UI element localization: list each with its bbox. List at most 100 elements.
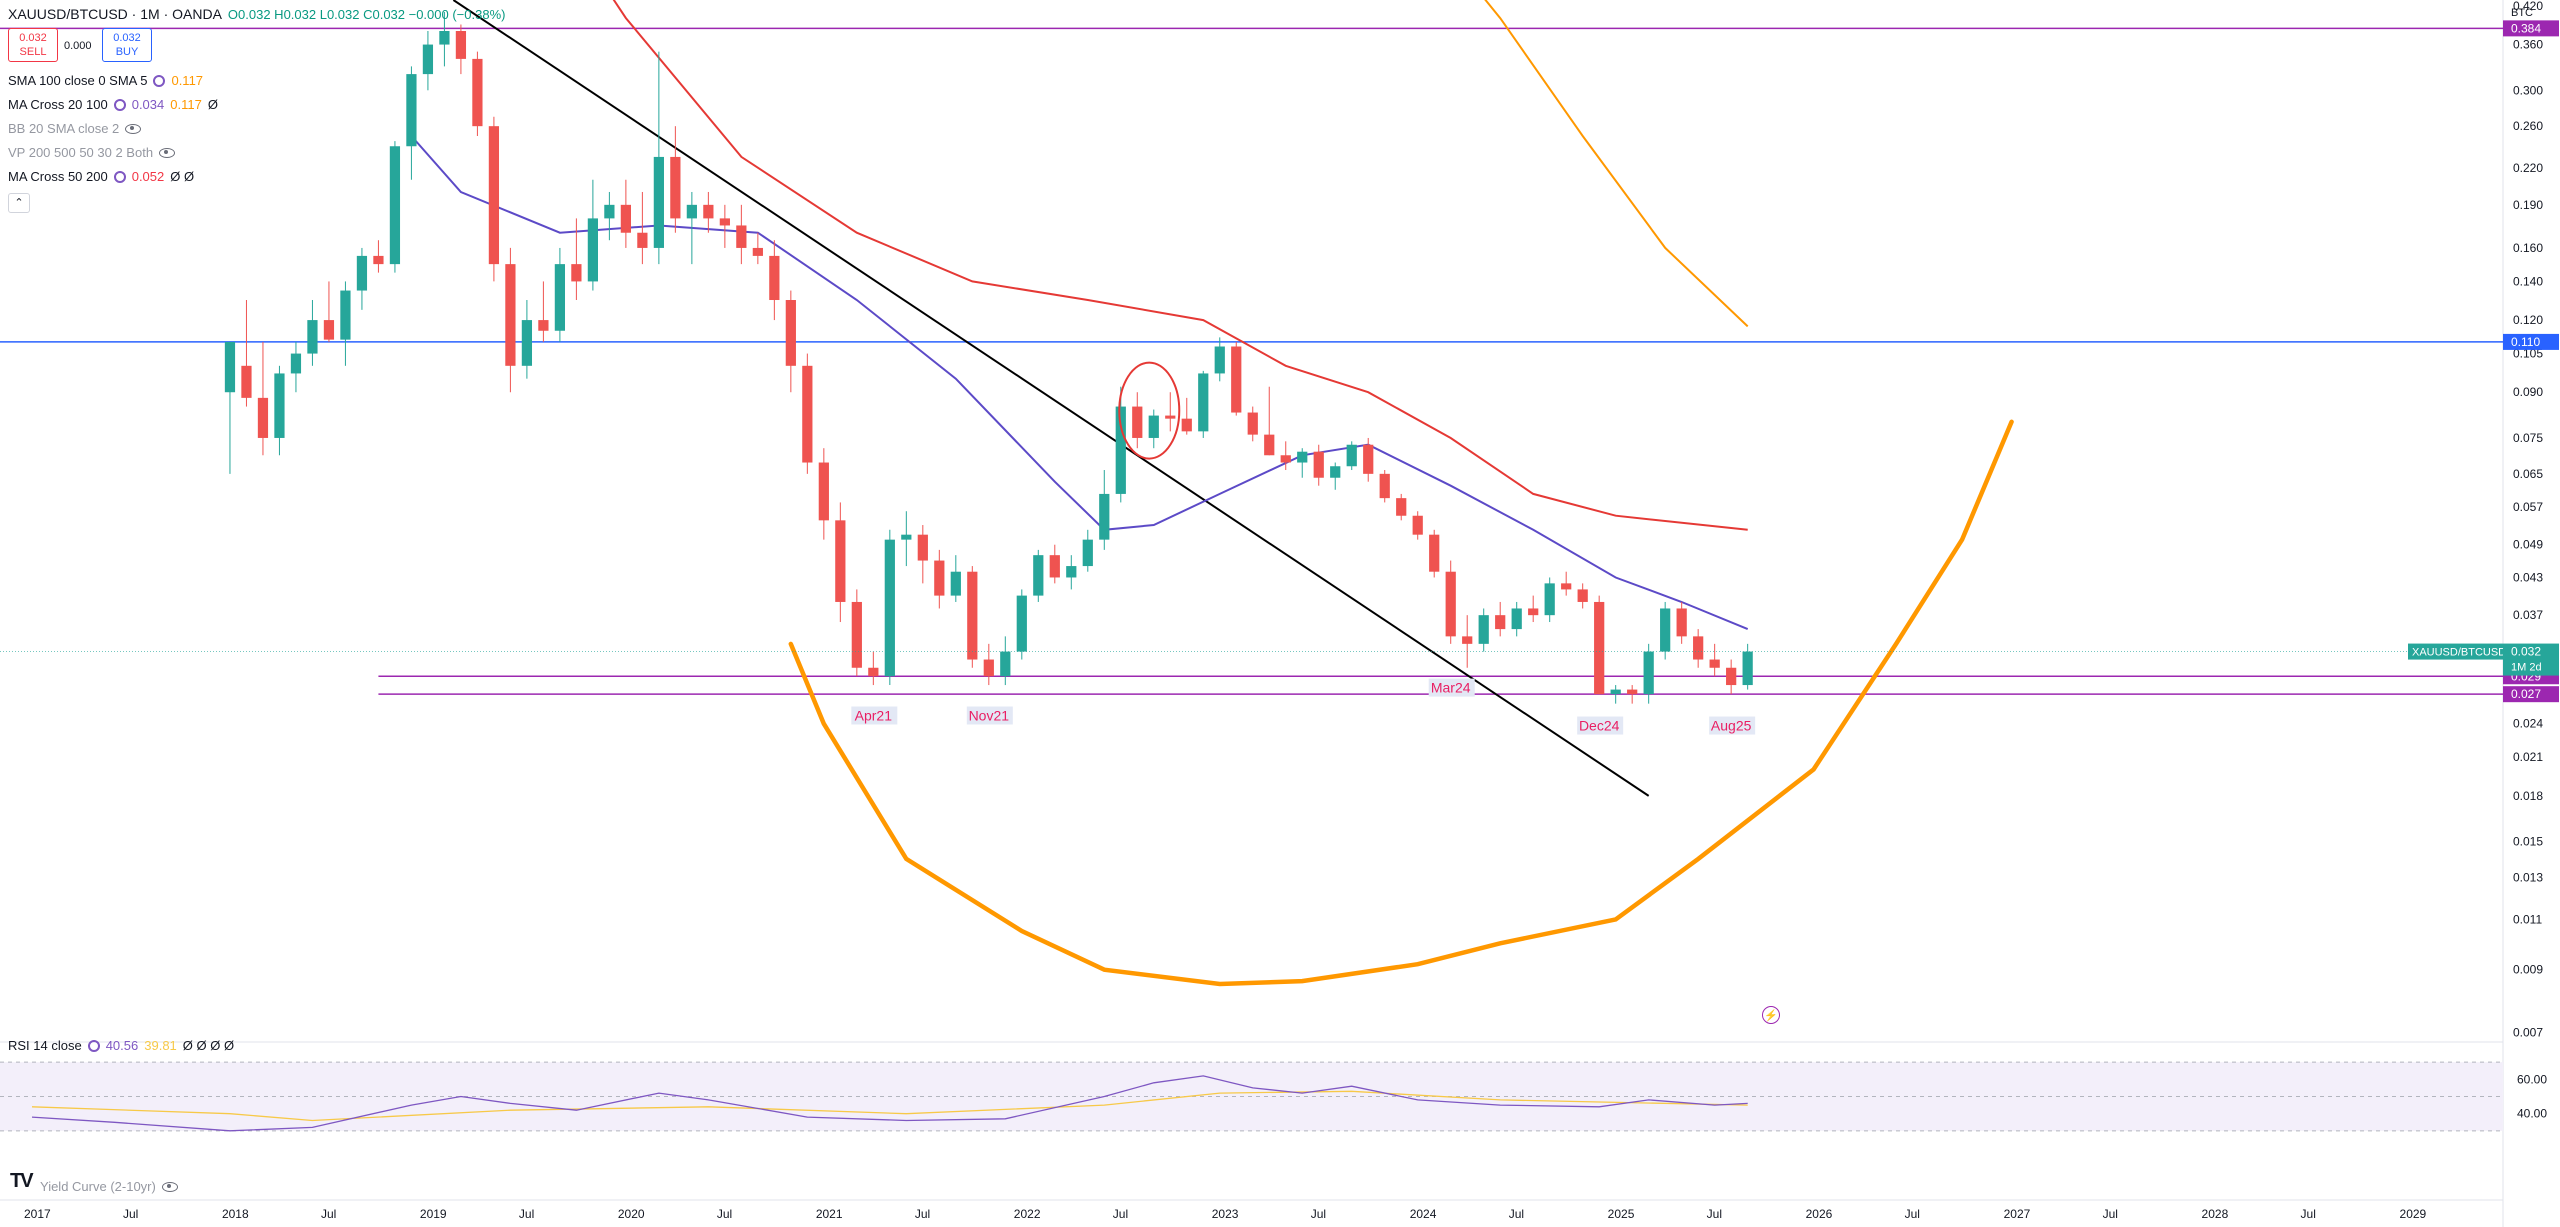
candle[interactable] <box>422 31 434 91</box>
candle[interactable] <box>1643 643 1654 704</box>
candle[interactable] <box>785 290 796 393</box>
candle[interactable] <box>1396 493 1407 521</box>
candle[interactable] <box>1726 659 1737 695</box>
candle[interactable] <box>257 341 269 456</box>
indicator-bb[interactable]: BB 20 SMA close 2 <box>8 121 142 136</box>
candle[interactable] <box>1016 589 1027 660</box>
candle[interactable] <box>1000 636 1011 686</box>
candle[interactable] <box>1429 529 1440 578</box>
candle[interactable] <box>653 51 664 265</box>
candle[interactable] <box>1082 529 1093 572</box>
candle[interactable] <box>1495 601 1506 637</box>
candle[interactable] <box>241 300 252 407</box>
rsi-legend[interactable]: RSI 14 close 40.56 39.81 Ø Ø Ø Ø <box>8 1038 234 1053</box>
candle[interactable] <box>1610 685 1621 704</box>
yield-curve-legend[interactable]: Yield Curve (2-10yr) <box>40 1179 178 1194</box>
candle[interactable] <box>637 191 648 265</box>
symbol-legend[interactable]: XAUUSD/BTCUSD · 1M · OANDA O0.032 H0.032… <box>8 6 505 22</box>
candle[interactable] <box>488 116 500 282</box>
candle[interactable] <box>1165 392 1176 432</box>
settings-icon[interactable] <box>113 170 126 183</box>
buy-button[interactable]: 0.032 BUY <box>102 28 152 62</box>
hidden-eye-icon[interactable] <box>161 1181 178 1192</box>
candle[interactable] <box>505 247 516 393</box>
candle[interactable] <box>290 341 302 393</box>
candle[interactable] <box>818 448 829 540</box>
candle[interactable] <box>1280 441 1291 471</box>
candle[interactable] <box>1214 337 1225 382</box>
candle[interactable] <box>1033 549 1044 602</box>
candle[interactable] <box>1594 595 1605 695</box>
candle[interactable] <box>439 11 450 67</box>
candle[interactable] <box>1297 448 1308 478</box>
candle[interactable] <box>224 341 236 474</box>
candle[interactable] <box>1049 544 1060 584</box>
candle[interactable] <box>1561 571 1572 596</box>
candle[interactable] <box>587 179 598 291</box>
candle[interactable] <box>521 300 533 379</box>
candle[interactable] <box>917 525 928 584</box>
settings-icon[interactable] <box>153 74 166 87</box>
candle[interactable] <box>884 529 895 686</box>
candle[interactable] <box>1379 470 1390 503</box>
candle[interactable] <box>752 232 763 265</box>
candle[interactable] <box>868 651 879 686</box>
candle[interactable] <box>1313 444 1324 486</box>
candle[interactable] <box>1627 685 1638 704</box>
candle[interactable] <box>1660 601 1671 660</box>
candle[interactable] <box>1693 629 1704 668</box>
indicator-ma-cross-50-200[interactable]: MA Cross 50 200 0.052 Ø Ø <box>8 169 194 184</box>
candle[interactable] <box>1478 608 1489 652</box>
candle[interactable] <box>703 191 714 233</box>
candle[interactable] <box>554 247 566 342</box>
candle[interactable] <box>1511 601 1522 637</box>
circle-annotation[interactable] <box>1118 361 1181 460</box>
candle[interactable] <box>1066 555 1077 590</box>
candle[interactable] <box>571 218 582 301</box>
candle[interactable] <box>1247 406 1258 442</box>
trendline[interactable] <box>452 0 1650 797</box>
candle[interactable] <box>1099 470 1110 550</box>
candle[interactable] <box>950 555 961 602</box>
candle[interactable] <box>356 247 368 310</box>
candle[interactable] <box>934 549 945 609</box>
candle[interactable] <box>455 24 467 75</box>
price-axis[interactable] <box>2503 0 2560 1227</box>
candle[interactable] <box>1445 560 1456 644</box>
candle[interactable] <box>1709 643 1720 677</box>
lightning-icon[interactable]: ⚡ <box>1762 1006 1780 1024</box>
candle[interactable] <box>1115 386 1126 503</box>
candle[interactable] <box>1412 511 1423 540</box>
candle[interactable] <box>670 126 681 233</box>
candle[interactable] <box>1462 615 1473 668</box>
candle[interactable] <box>851 589 862 677</box>
candle[interactable] <box>769 240 780 321</box>
annotation-label[interactable]: Mar24 <box>1431 680 1471 696</box>
candle[interactable] <box>1742 643 1753 690</box>
hidden-eye-icon[interactable] <box>125 123 142 134</box>
candle[interactable] <box>967 566 978 668</box>
symbol-title[interactable]: XAUUSD/BTCUSD · 1M · OANDA <box>8 6 222 22</box>
candle[interactable] <box>604 191 615 241</box>
candle[interactable] <box>406 66 417 180</box>
candle[interactable] <box>901 511 912 567</box>
candle[interactable] <box>389 141 401 273</box>
candle[interactable] <box>373 240 384 273</box>
settings-icon[interactable] <box>87 1039 100 1052</box>
candle[interactable] <box>1346 441 1357 471</box>
candle[interactable] <box>686 191 697 265</box>
candle[interactable] <box>1198 370 1209 438</box>
indicator-sma100[interactable]: SMA 100 close 0 SMA 5 0.117 <box>8 73 203 88</box>
candle[interactable] <box>1363 437 1374 482</box>
candle[interactable] <box>1330 462 1341 490</box>
collapse-legend-button[interactable]: ⌃ <box>8 193 30 213</box>
candle[interactable] <box>340 281 351 366</box>
candle[interactable] <box>802 353 813 474</box>
candle[interactable] <box>719 204 730 248</box>
candle[interactable] <box>1528 595 1539 623</box>
annotation-label[interactable]: Dec24 <box>1579 718 1620 734</box>
indicator-ma-cross-20-100[interactable]: MA Cross 20 100 0.034 0.117 Ø <box>8 97 218 112</box>
candle[interactable] <box>1577 583 1588 609</box>
hidden-eye-icon[interactable] <box>159 147 176 158</box>
